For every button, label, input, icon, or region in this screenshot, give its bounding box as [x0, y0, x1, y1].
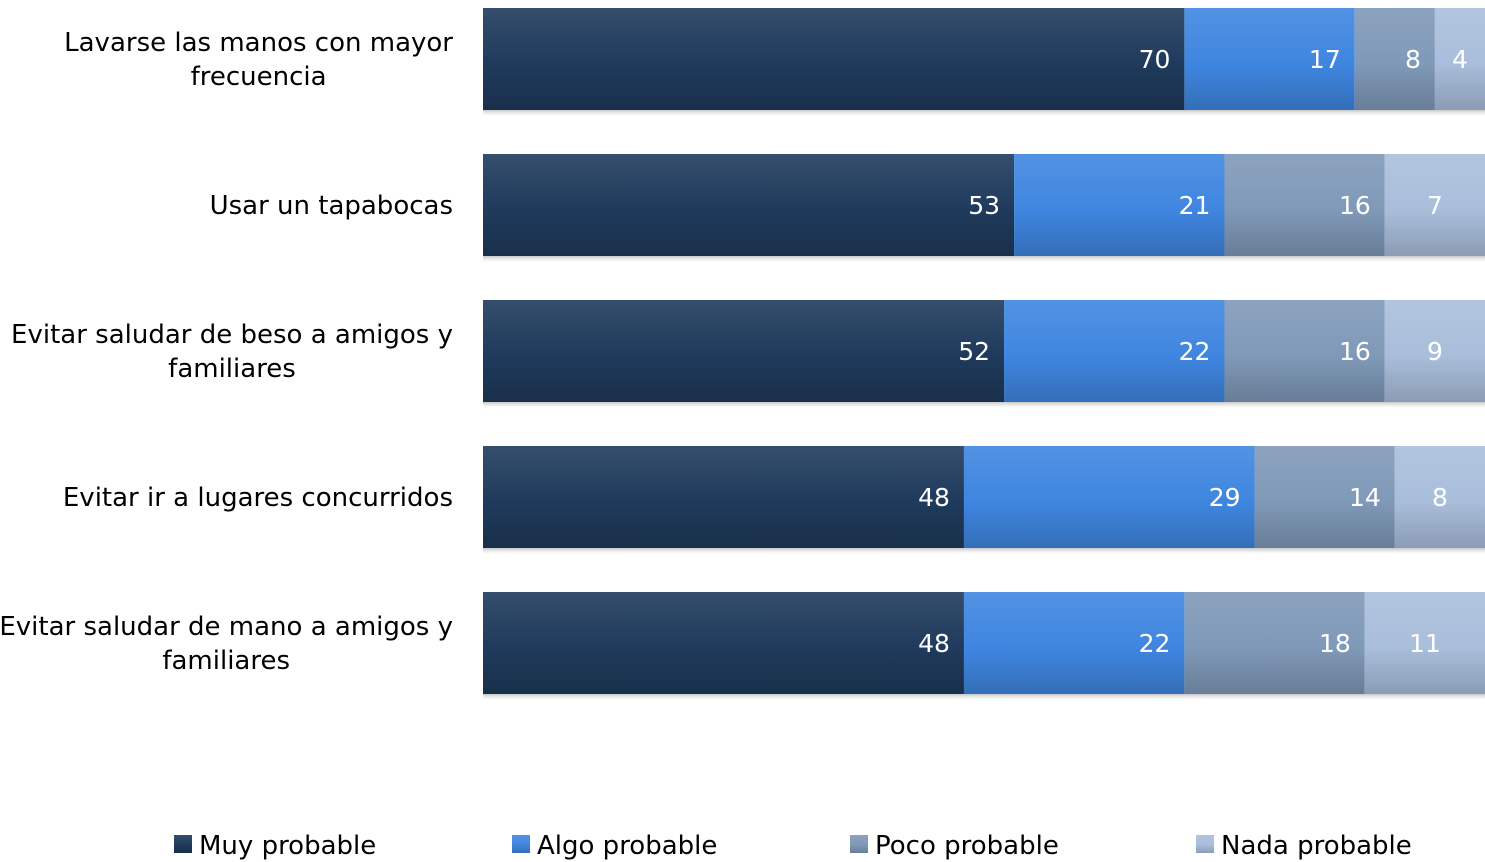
data-label: 17 [1309, 45, 1341, 74]
data-label: 11 [1409, 629, 1441, 658]
category-label: Evitar ir a lugares concurridos [63, 483, 453, 513]
legend-swatch [1196, 835, 1214, 853]
legend-swatch [174, 835, 192, 853]
bar-segment [483, 8, 1185, 110]
data-label: 9 [1427, 337, 1443, 366]
bar-segment [483, 592, 964, 694]
data-label: 29 [1209, 483, 1241, 512]
category-label-line: Evitar saludar de beso a amigos y [11, 320, 453, 350]
bars-layer: 70 17 8 4 53 21 16 7 52 22 16 9 48 29 14 8 48 22 18 11 [483, 8, 1485, 700]
legend-item: Algo probable [512, 831, 717, 861]
bar-segment [1184, 8, 1355, 110]
bar-segment [1434, 8, 1485, 110]
category-label-line: familiares [168, 354, 296, 384]
data-label: 22 [1179, 337, 1211, 366]
data-label: 48 [918, 629, 950, 658]
legend-item: Muy probable [174, 831, 376, 861]
bar-segment [483, 300, 1005, 402]
legend-label: Algo probable [537, 831, 717, 861]
bar-segment [1184, 592, 1365, 694]
bar-segment [483, 446, 964, 548]
category-label: Evitar saludar de beso a amigos y familia… [11, 320, 453, 384]
data-label: 16 [1339, 337, 1371, 366]
data-label: 8 [1405, 45, 1421, 74]
bar-segment [1364, 592, 1485, 694]
bar-segment [963, 446, 1255, 548]
bar-segment [483, 154, 1015, 256]
bar-segment [1004, 300, 1225, 402]
data-label: 16 [1339, 191, 1371, 220]
bar-shadow [483, 402, 1485, 408]
bar-segment [1014, 154, 1225, 256]
bar-shadow [483, 694, 1485, 700]
legend-item: Nada probable [1196, 831, 1412, 861]
data-label: 52 [958, 337, 990, 366]
category-label: Lavarse las manos con mayor frecuencia [64, 28, 453, 92]
legend-label: Nada probable [1221, 831, 1412, 861]
category-label-line: frecuencia [191, 62, 327, 92]
data-label: 14 [1349, 483, 1381, 512]
legend: Muy probable Algo probable Poco probable Na… [174, 831, 1412, 861]
category-labels: Lavarse las manos con mayor frecuencia Usa… [0, 28, 453, 676]
legend-label: Poco probable [875, 831, 1059, 861]
bar-segment [1384, 154, 1485, 256]
bar-segment [1384, 300, 1485, 402]
category-label-line: Evitar saludar de mano a amigos y [0, 612, 453, 642]
data-label: 4 [1452, 45, 1468, 74]
legend-label: Muy probable [199, 831, 376, 861]
data-label: 53 [968, 191, 1000, 220]
data-label: 22 [1139, 629, 1171, 658]
data-label: 21 [1179, 191, 1211, 220]
category-label-line: Evitar ir a lugares concurridos [63, 483, 453, 513]
legend-item: Poco probable [850, 831, 1059, 861]
category-label: Evitar saludar de mano a amigos y familia… [0, 612, 453, 676]
category-label-line: Lavarse las manos con mayor [64, 28, 453, 58]
category-label-line: Usar un tapabocas [210, 191, 453, 221]
data-label: 70 [1139, 45, 1171, 74]
bar-segment [963, 592, 1185, 694]
bar-segment [1224, 300, 1385, 402]
data-label: 7 [1427, 191, 1443, 220]
legend-swatch [512, 835, 530, 853]
bar-shadow [483, 110, 1485, 116]
bar-segment [1394, 446, 1485, 548]
legend-swatch [850, 835, 868, 853]
category-label: Usar un tapabocas [210, 191, 453, 221]
bar-segment [1354, 8, 1435, 110]
data-label: 48 [918, 483, 950, 512]
bar-segment [1224, 154, 1385, 256]
category-label-line: familiares [162, 646, 290, 676]
bar-shadow [483, 548, 1485, 554]
bar-shadow [483, 256, 1485, 262]
bar-segment [1254, 446, 1395, 548]
data-label: 18 [1319, 629, 1351, 658]
data-label: 8 [1432, 483, 1448, 512]
